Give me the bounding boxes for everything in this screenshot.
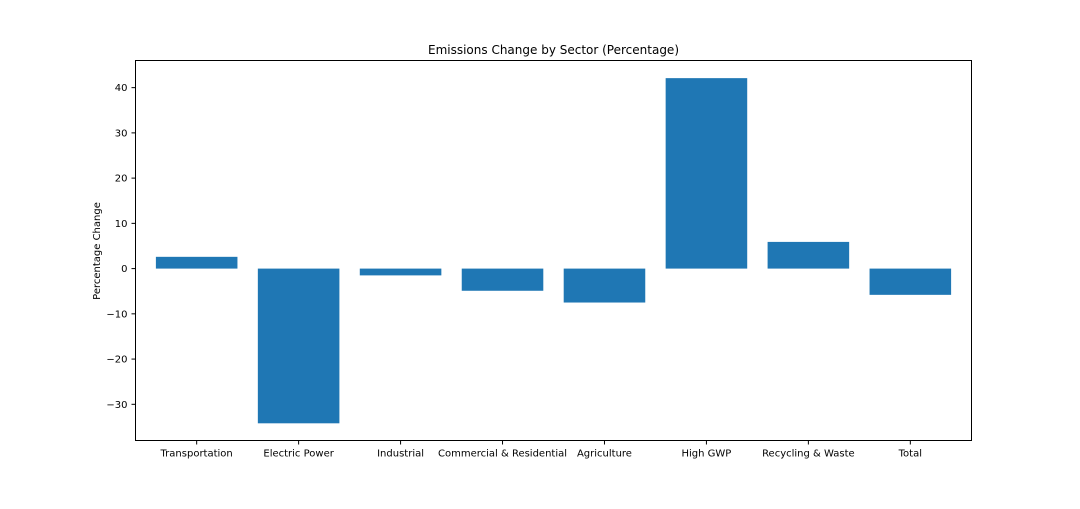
x-tick-label: High GWP — [682, 449, 732, 460]
plot-frame — [135, 60, 972, 441]
y-tick-label: 0 — [121, 264, 127, 275]
bar — [359, 268, 442, 276]
bar — [563, 268, 646, 303]
y-axis: −30 −20 −10 0 10 20 30 40 — [106, 83, 136, 411]
x-tick-label: Recycling & Waste — [762, 449, 855, 460]
x-tick-label: Agriculture — [577, 449, 632, 460]
x-tick-label: Electric Power — [263, 449, 334, 460]
x-axis: Transportation Electric Power Industrial Co… — [160, 440, 922, 460]
y-axis-label: Percentage Change — [92, 202, 103, 300]
x-tick-label: Commercial & Residential — [438, 449, 567, 460]
y-tick-label: −10 — [106, 309, 127, 320]
y-tick-label: −30 — [106, 400, 127, 411]
y-tick-label: −20 — [106, 355, 127, 366]
chart-title: Emissions Change by Sector (Percentage) — [428, 43, 679, 57]
bar — [767, 241, 850, 269]
bar — [257, 268, 340, 424]
bar — [665, 78, 748, 269]
y-tick-label: 10 — [115, 219, 128, 230]
x-tick-label: Industrial — [377, 449, 424, 460]
x-tick-label: Transportation — [160, 449, 233, 460]
bar — [155, 256, 238, 269]
y-tick-label: 20 — [115, 174, 128, 185]
y-tick-label: 40 — [115, 83, 128, 94]
y-tick-label: 30 — [115, 128, 128, 139]
x-tick-label: Total — [898, 449, 922, 460]
bar — [869, 268, 952, 295]
bar — [461, 268, 544, 291]
bars-layer — [155, 78, 952, 424]
